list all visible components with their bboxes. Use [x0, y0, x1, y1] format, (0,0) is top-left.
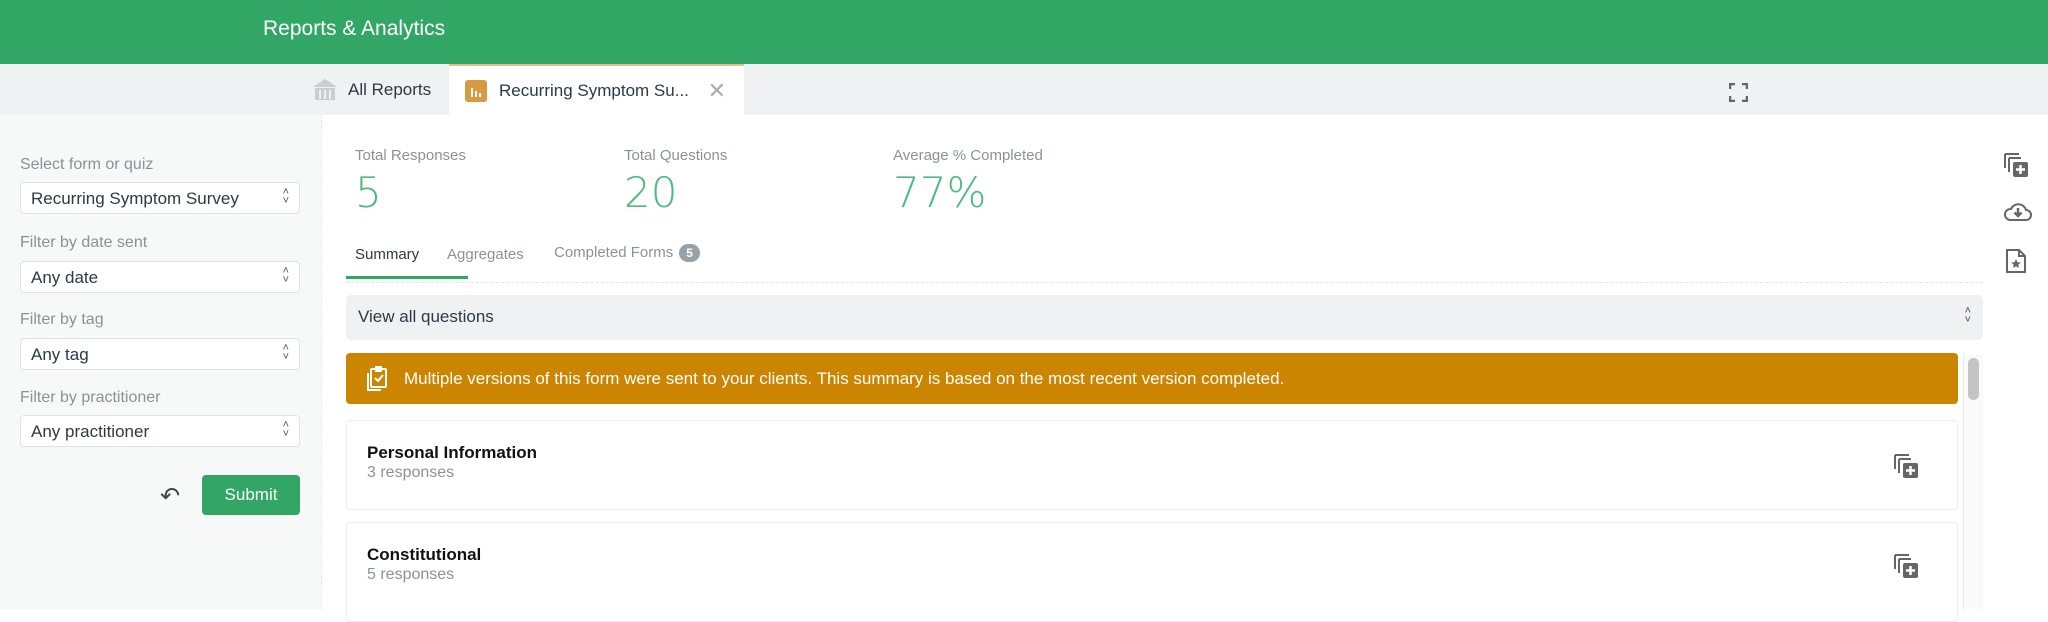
select-value: Any practitioner — [31, 422, 150, 441]
scrollbar[interactable] — [1963, 355, 1983, 609]
stat-label: Total Responses — [355, 147, 466, 164]
select-value: Any date — [31, 268, 99, 287]
section-responses: 3 responses — [367, 464, 455, 481]
scrollbar-thumb[interactable] — [1968, 358, 1979, 400]
fullscreen-icon[interactable] — [1729, 83, 1748, 102]
close-icon[interactable]: ✕ — [707, 78, 726, 103]
chevron-updown-icon: ˄ ˅ — [282, 419, 289, 440]
add-to-report-icon[interactable] — [2003, 152, 2029, 178]
tag-filter-label: Filter by tag — [20, 311, 104, 328]
stat-value: 77% — [893, 168, 987, 217]
banner-text: Multiple versions of this form were sent… — [404, 368, 1285, 388]
tab-label: Completed Forms — [554, 244, 674, 261]
question-select[interactable]: View all questions ˄ ˅ — [346, 295, 1983, 340]
practitioner-filter-select[interactable]: Any practitioner ˄ ˅ — [20, 415, 300, 447]
section-title: Personal Information — [367, 443, 538, 462]
document-star-icon[interactable] — [2006, 249, 2026, 273]
section-title: Constitutional — [367, 545, 482, 564]
warning-banner: Multiple versions of this form were sent… — [346, 353, 1958, 404]
chevron-updown-icon: ˄ ˅ — [282, 342, 289, 363]
tab-summary[interactable]: Summary — [355, 246, 420, 263]
app-header: Reports & Analytics — [0, 0, 2048, 64]
tab-recurring-symptom-survey[interactable]: Recurring Symptom Su... ✕ — [449, 64, 744, 115]
count-badge: 5 — [679, 244, 700, 262]
submit-button[interactable]: Submit — [202, 475, 300, 515]
clipboard-check-icon — [367, 365, 387, 391]
stat-label: Total Questions — [624, 147, 728, 164]
stat-value: 5 — [355, 168, 382, 217]
chevron-updown-icon: ˄ ˅ — [282, 186, 289, 207]
section-card: Personal Information 3 responses — [346, 420, 1958, 510]
chevron-updown-icon: ˄ ˅ — [282, 265, 289, 286]
bank-icon — [313, 78, 337, 100]
tab-label: Recurring Symptom Su... — [499, 80, 689, 100]
tab-aggregates[interactable]: Aggregates — [447, 246, 524, 263]
form-select-label: Select form or quiz — [20, 156, 154, 173]
stat-label: Average % Completed — [893, 147, 1043, 164]
tab-label: All Reports — [348, 79, 432, 99]
divider — [346, 282, 1983, 283]
form-select[interactable]: Recurring Symptom Survey ˄ ˅ — [20, 182, 300, 214]
active-tab-indicator — [346, 276, 468, 279]
reset-icon[interactable]: ↶ — [160, 483, 181, 510]
date-filter-label: Filter by date sent — [20, 234, 148, 251]
date-filter-select[interactable]: Any date ˄ ˅ — [20, 261, 300, 293]
cloud-download-icon[interactable] — [2003, 200, 2033, 222]
section-responses: 5 responses — [367, 566, 455, 583]
bar-chart-icon — [465, 79, 487, 102]
select-value: Recurring Symptom Survey — [31, 189, 239, 208]
add-to-report-icon[interactable] — [1893, 453, 1919, 479]
tab-bar: All Reports Recurring Symptom Su... ✕ — [0, 64, 2048, 115]
select-value: Any tag — [31, 345, 89, 364]
practitioner-filter-label: Filter by practitioner — [20, 389, 161, 406]
section-card: Constitutional 5 responses — [346, 522, 1958, 622]
tab-completed-forms[interactable]: Completed Forms 5 — [554, 244, 700, 262]
chevron-updown-icon: ˄ ˅ — [1964, 305, 1971, 326]
app-title: Reports & Analytics — [263, 17, 446, 40]
tab-all-reports[interactable]: All Reports — [312, 64, 431, 115]
stat-value: 20 — [624, 168, 678, 217]
tag-filter-select[interactable]: Any tag ˄ ˅ — [20, 338, 300, 370]
add-to-report-icon[interactable] — [1893, 553, 1919, 579]
select-value: View all questions — [358, 307, 494, 326]
